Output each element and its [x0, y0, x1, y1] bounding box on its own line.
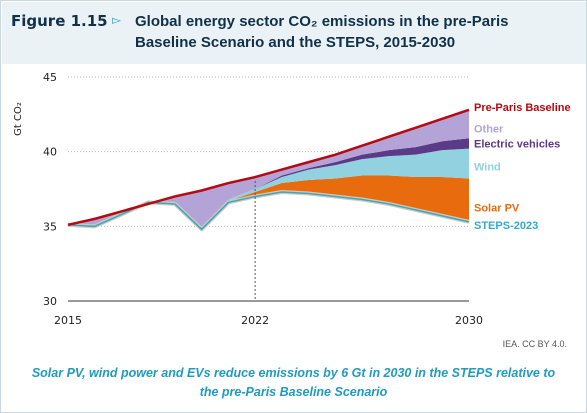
area-wind	[68, 148, 469, 230]
axes	[68, 181, 469, 302]
figure-label: Figure 1.15	[11, 12, 108, 30]
figure-arrow-icon: ▻	[112, 13, 122, 27]
y-tick-label: 45	[43, 71, 57, 84]
baseline-line	[67, 108, 470, 227]
series-label-wind: Wind	[474, 162, 501, 174]
x-tick-label: 2022	[241, 314, 269, 327]
series-labels: Pre-Paris Baseline Other Electric vehicl…	[474, 102, 571, 232]
y-tick-labels: 30 35 40 45	[43, 71, 57, 308]
grid	[68, 76, 469, 227]
x-tick-label: 2030	[455, 314, 483, 327]
series-label-solar: Solar PV	[474, 203, 520, 215]
y-tick-label: 30	[43, 295, 57, 308]
figure-header: Figure 1.15 ▻ Global energy sector CO₂ e…	[2, 2, 586, 64]
area-electric-vehicles	[68, 138, 469, 230]
figure-caption: Solar PV, wind power and EVs reduce emis…	[31, 366, 556, 399]
series-label-ev: Electric vehicles	[474, 138, 560, 150]
figure-title: Global energy sector CO₂ emissions in th…	[135, 13, 509, 51]
series-label-baseline: Pre-Paris Baseline	[474, 102, 571, 114]
emissions-chart: 30 35 40 45 2015 2022 2030 Gt CO₂ Pre-Pa…	[13, 71, 571, 327]
chart-lines	[67, 108, 470, 232]
series-label-other: Other	[474, 124, 504, 136]
x-tick-label: 2015	[54, 314, 82, 327]
area-solar-pv	[68, 175, 469, 230]
credit-text: IEA. CC BY 4.0.	[502, 339, 567, 349]
y-tick-label: 35	[43, 220, 57, 233]
y-tick-label: 40	[43, 146, 57, 159]
x-tick-labels: 2015 2022 2030	[54, 314, 483, 327]
series-label-steps: STEPS-2023	[474, 220, 538, 232]
y-axis-label: Gt CO₂	[13, 102, 24, 136]
